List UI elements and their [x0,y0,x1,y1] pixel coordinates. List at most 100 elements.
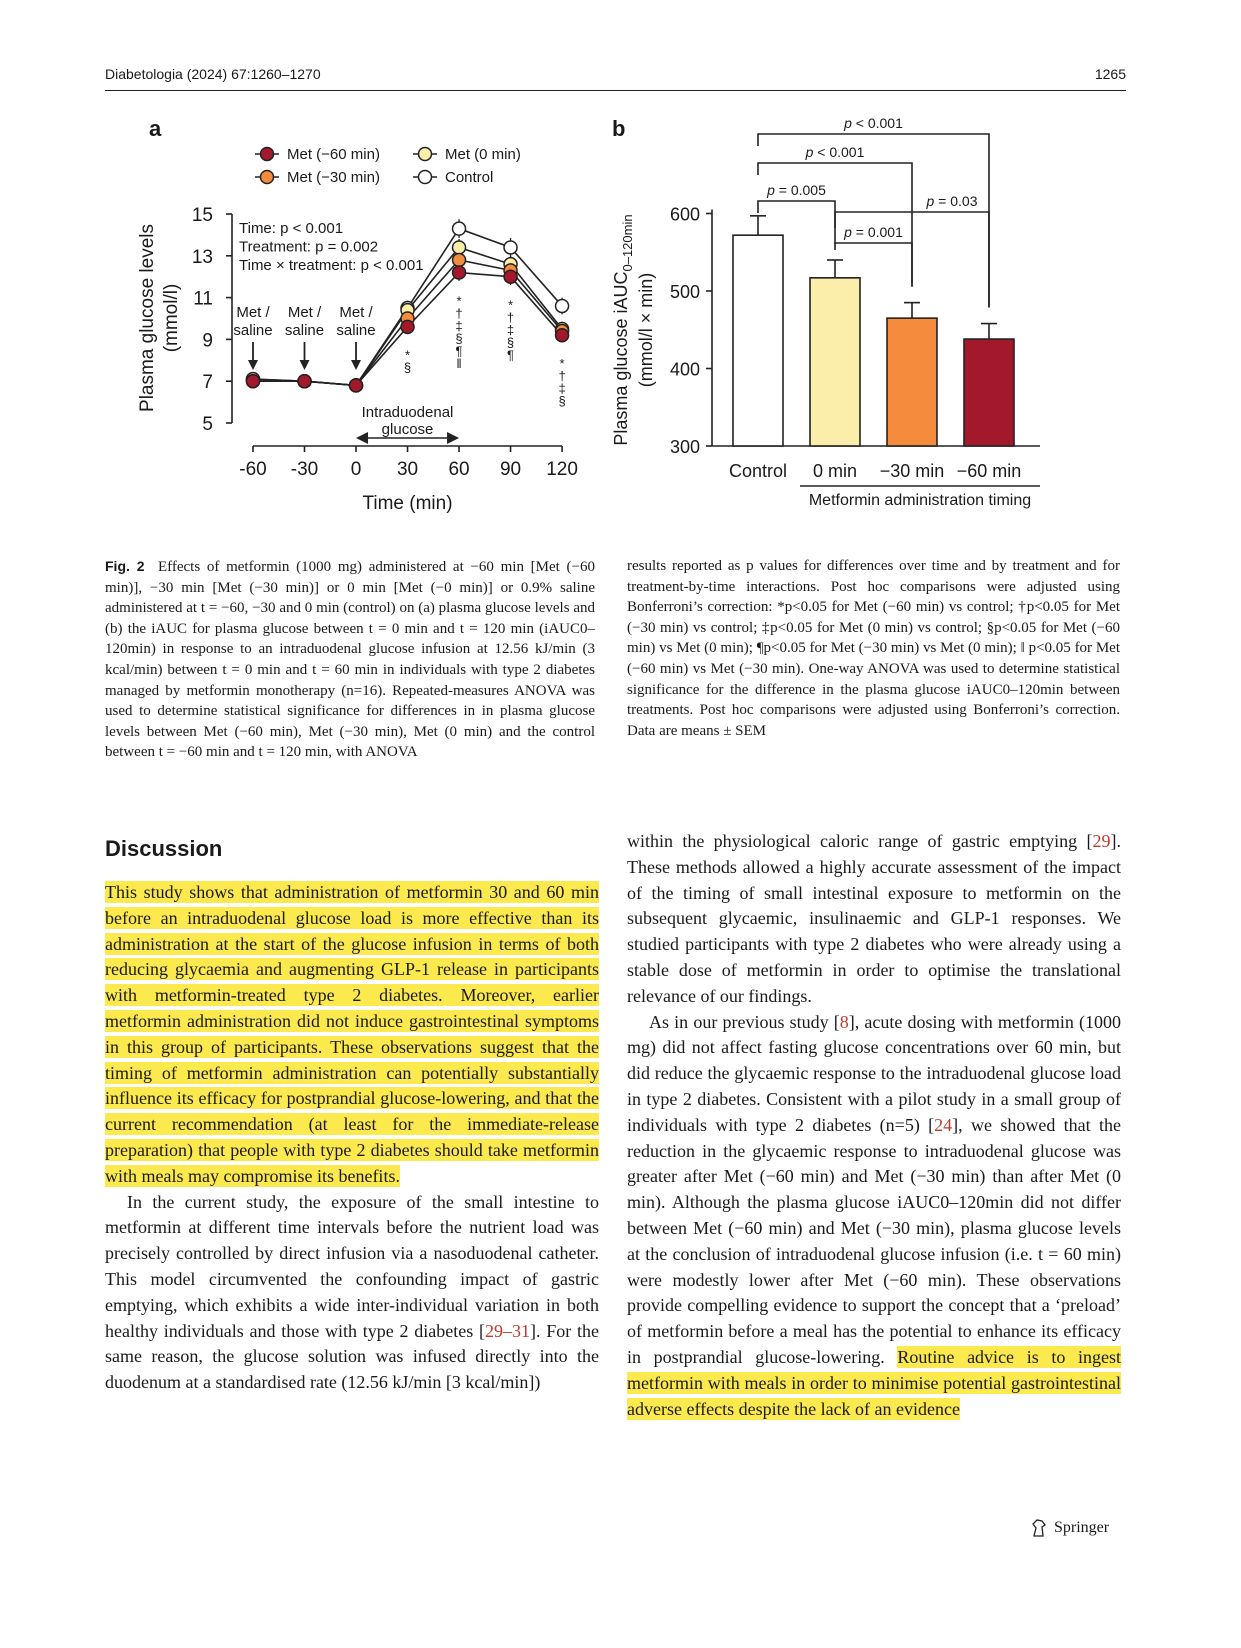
significance-mark: § [455,331,462,346]
legend-marker [259,146,275,162]
y-axis-title: Plasma glucose iAUC0–120min [611,214,635,445]
infusion-label: glucose [382,421,434,438]
x-category-label: 0 min [813,461,857,481]
y-tick-label: 500 [670,282,700,302]
caption-text-right: results reported as p values for differe… [627,558,1120,739]
x-tick-label: 60 [448,459,469,480]
data-point [451,265,467,280]
x-tick-label: 0 [351,459,362,480]
stats-text: Time: p < 0.001 [239,220,343,237]
y-tick-label: 300 [670,437,700,457]
publisher-logo: Springer [1030,1518,1109,1538]
legend-marker [417,169,433,185]
y-axis-title-unit: (mmol/l × min) [636,273,656,388]
comparison-label: p = 0.005 [766,182,826,198]
running-head: Diabetologia (2024) 67:1260–1270 1265 [105,66,1126,91]
comparison-label: p = 0.03 [926,193,978,209]
x-tick-label: -30 [291,459,318,480]
publisher-name: Springer [1054,1519,1110,1536]
caption-label: Fig. 2 [105,558,145,574]
y-tick-label: 13 [192,247,213,268]
citation-link[interactable]: 29–31 [484,1320,530,1341]
comparison-bracket [834,242,913,287]
journal-reference: Diabetologia (2024) 67:1260–1270 [105,66,321,82]
figure-caption-left: Fig. 2 Effects of metformin (1000 mg) ad… [105,556,595,763]
bar [963,338,1015,447]
data-point [451,221,467,236]
significance-mark: * [560,356,565,371]
significance-mark: * [508,298,513,313]
legend-label: Met (−60 min) [287,146,380,163]
data-point [503,240,518,255]
data-point [451,240,467,255]
significance-mark: ‖ [456,356,461,371]
chart-b-bars [732,215,1015,447]
infusion-arrow-head-left [356,432,369,444]
stats-text: Time × treatment: p < 0.001 [239,257,424,274]
data-point [554,327,570,343]
comparison-bracket [757,162,913,287]
legend-label: Met (−30 min) [287,169,380,186]
significance-mark: § [558,394,565,409]
legend-label: Met (0 min) [445,146,521,163]
dosing-arrow-head [351,360,362,370]
body-column-right: within the physiological caloric range o… [627,829,1122,1422]
dosing-label: Met / [236,304,270,321]
paragraph: within the physiological caloric range o… [627,831,1121,1006]
chart-a-legend: Met (−60 min) Met (−30 min) Met (0 min) Con… [255,146,521,186]
y-axis-title-unit: (mmol/l) [161,284,182,353]
stats-text: Treatment: p = 0.002 [239,239,378,256]
figure-caption-right: results reported as p values for differe… [627,556,1120,741]
data-point [245,373,261,389]
significance-mark: ¶ [507,348,514,363]
x-tick-label: 90 [500,459,521,480]
panel-a-label: a [149,116,162,141]
significance-mark: § [404,360,411,375]
chart-a-axes: 5 7 9 11 13 15 Plasma glucose levels (mmol/l) -6… [137,205,578,514]
citation-link[interactable]: 8 [839,1011,849,1032]
section-heading: Discussion [105,836,223,861]
legend-marker [259,169,275,185]
x-tick-label: 120 [546,459,578,480]
infusion-label: Intraduodenal [362,404,454,421]
dosing-arrow-head [299,360,310,370]
y-tick-label: 600 [670,205,700,225]
caption-text-left: Effects of metformin (1000 mg) administe… [105,559,596,761]
body-column-left: This study shows that administration of … [105,880,599,1396]
comparison-label: p = 0.001 [843,224,903,240]
significance-mark: * [457,293,462,308]
data-point [554,298,570,314]
y-tick-label: 9 [202,330,213,351]
y-tick-label: 5 [202,414,213,435]
citation-link[interactable]: 29 [1092,831,1111,851]
x-tick-label: 30 [397,459,418,480]
citation-link[interactable]: 24 [934,1114,953,1135]
data-point [297,373,312,389]
significance-mark: * [405,348,410,363]
y-tick-label: 15 [192,205,213,226]
paragraph: In the current study, the exposure of th… [105,1191,599,1393]
legend-label: Control [445,169,493,186]
bar [809,277,861,447]
chart-b-comparisons: p < 0.001 p < 0.001 p = 0.005 p = 0.03 p = 0… [757,115,990,308]
paragraph: As in our previous study [8], acute dosi… [627,1011,1122,1420]
data-point [451,252,467,268]
significance-mark: ¶ [456,343,463,358]
infusion-arrow-head-right [447,432,460,444]
dosing-label: saline [336,322,375,339]
significance-mark: ‡ [507,323,514,338]
data-point [503,269,518,284]
significance-mark: † [558,369,565,384]
dosing-arrow-head [248,360,258,370]
significance-mark: § [507,335,514,350]
comparison-label: p < 0.001 [805,144,865,160]
bar [886,317,938,447]
glucose-time-chart: a Met (−60 min) Met (−30 min) Met (0 min) C… [137,116,578,514]
dosing-label: Met / [339,304,373,321]
chart-a-series [245,219,570,393]
comparison-label: p < 0.001 [843,115,903,131]
y-tick-label: 11 [193,289,213,310]
x-category-label: Control [729,461,787,481]
comparison-bracket [757,133,990,308]
